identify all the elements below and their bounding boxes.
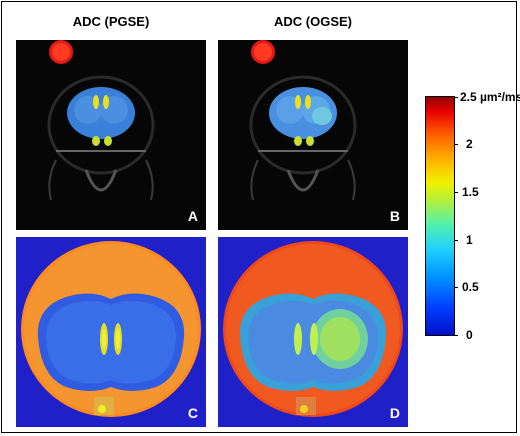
panel-label-d: D <box>389 405 400 421</box>
panel-c-image: C <box>16 237 206 427</box>
panel-b-image: B <box>218 40 408 230</box>
colorbar <box>425 96 455 336</box>
colorbar-tick-0: 0 <box>466 328 473 342</box>
colorbar-tick-0-5: 0.5 <box>462 280 479 294</box>
panel-label-a: A <box>187 208 198 224</box>
panel-label-b: B <box>389 208 400 224</box>
colorbar-unit: µm²/ms <box>480 90 520 104</box>
colorbar-tick-1-5: 1.5 <box>462 185 479 199</box>
panel-a-image: A <box>16 40 206 230</box>
colorbar-tick-2: 2 <box>466 137 473 151</box>
column-title-pgse: ADC (PGSE) <box>72 14 150 29</box>
column-title-ogse: ADC (OGSE) <box>274 14 352 29</box>
colorbar-tick-1: 1 <box>466 233 473 247</box>
colorbar-tick-2-5: 2.5 <box>460 90 477 104</box>
colorbar-tick-mark <box>454 192 458 193</box>
panel-label-c: C <box>187 405 198 421</box>
colorbar-tick-mark <box>454 240 458 241</box>
colorbar-tick-mark <box>454 335 458 336</box>
colorbar-tick-mark <box>454 287 458 288</box>
colorbar-tick-mark <box>454 144 458 145</box>
colorbar-tick-mark <box>454 97 458 98</box>
panel-d-image: D <box>218 237 408 427</box>
